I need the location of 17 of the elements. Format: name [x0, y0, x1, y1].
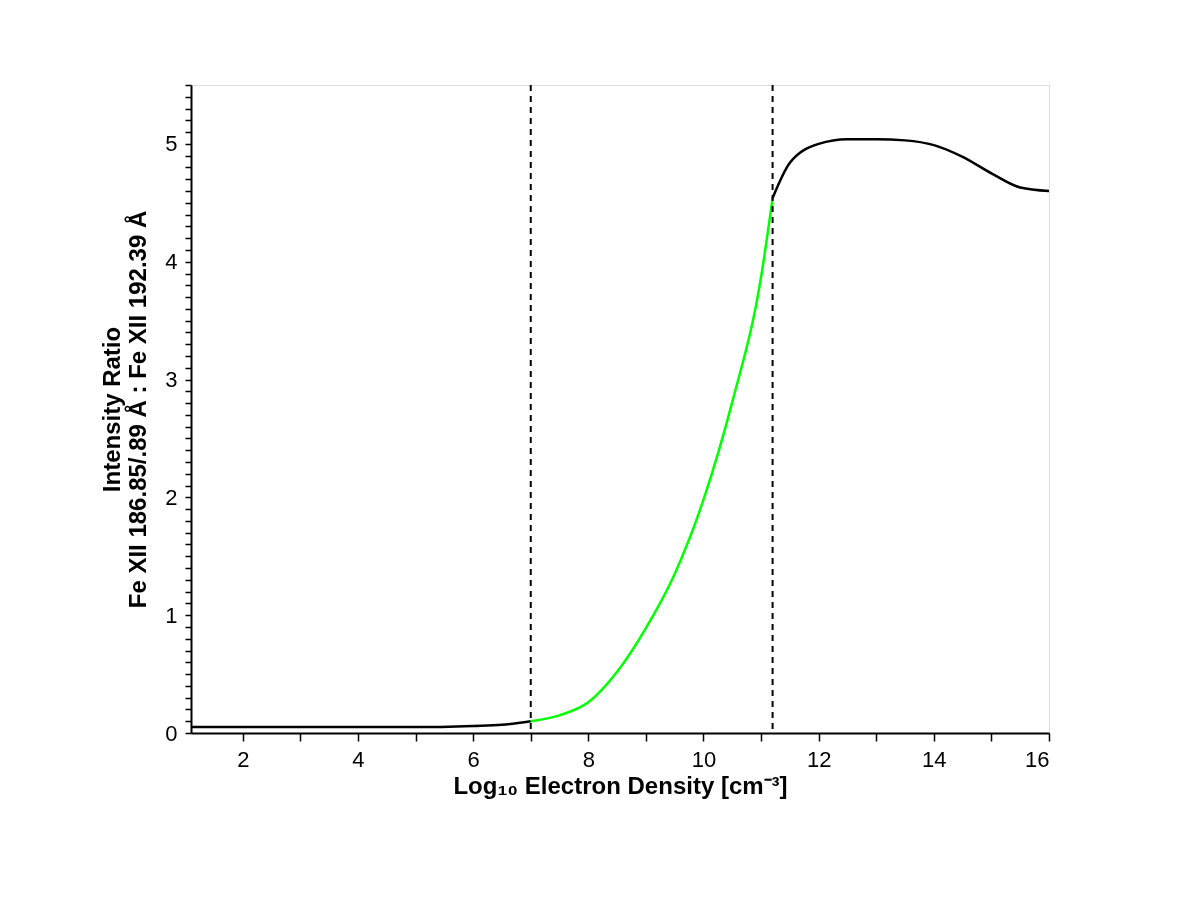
y-tick-label: 1 — [165, 602, 178, 628]
x-axis-title: Log₁₀ Electron Density [cm⁻³] — [453, 771, 788, 799]
x-tick-label: 6 — [467, 746, 480, 772]
y-tick-label: 2 — [165, 484, 178, 510]
x-tick-label: 14 — [922, 746, 947, 772]
x-tick-label: 16 — [1025, 746, 1050, 772]
x-tick-label: 10 — [691, 746, 717, 772]
line-series — [529, 196, 774, 723]
x-tick-label: 12 — [806, 746, 832, 772]
x-tick-label: 2 — [237, 746, 250, 772]
y-tick-label: 3 — [165, 367, 178, 393]
y-tick-label: 5 — [165, 131, 178, 157]
y-tick-label: 0 — [165, 720, 178, 746]
y-axis-title: Intensity Ratio Fe XII 186.85/.89 Å : Fe XII 192.39 Å — [98, 210, 152, 609]
x-tick-label: 8 — [582, 746, 595, 772]
x-tick-label: 4 — [352, 746, 365, 772]
y-tick-label: 4 — [165, 249, 178, 275]
